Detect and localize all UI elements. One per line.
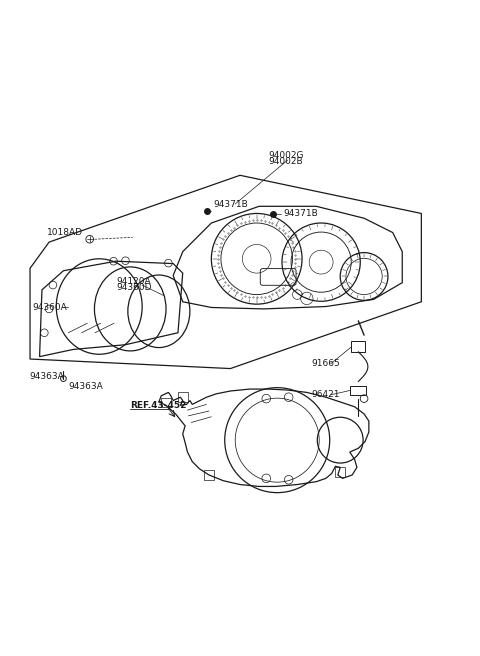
Text: 94120A: 94120A [116,277,151,286]
Text: 1018AD: 1018AD [47,228,83,237]
Bar [204,470,214,480]
Text: 94002B: 94002B [269,157,303,167]
Text: 94360A: 94360A [33,303,67,312]
Text: 94371B: 94371B [214,200,249,209]
Text: 94002G: 94002G [269,151,304,160]
Text: 94363A: 94363A [29,372,64,381]
Bar [336,467,345,477]
Bar [161,398,171,407]
Text: 91665: 91665 [312,359,340,368]
Bar [178,392,188,402]
Text: 94371B: 94371B [283,209,318,218]
Bar [350,386,366,395]
Text: 96421: 96421 [312,390,340,400]
Text: 94363A: 94363A [68,382,103,391]
Text: REF.43-452: REF.43-452 [130,401,187,410]
Text: 94360D: 94360D [116,283,151,292]
Bar [351,341,364,352]
